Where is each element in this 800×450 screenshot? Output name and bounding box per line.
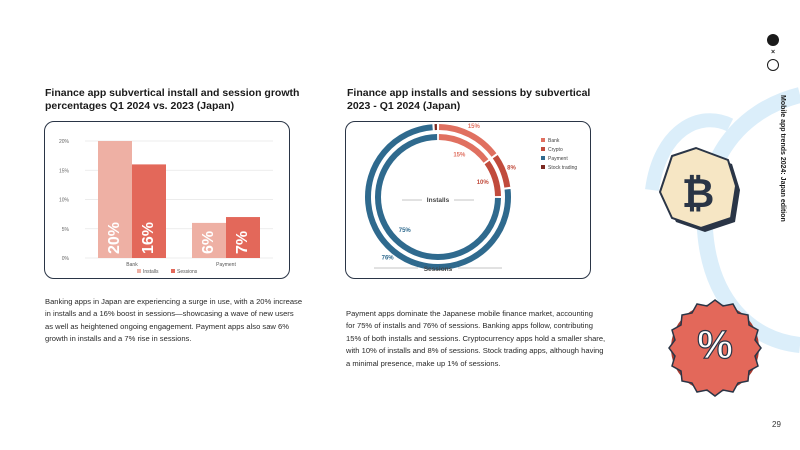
donut-segment-sessions (438, 124, 497, 157)
bar-sessions (226, 217, 260, 258)
donut-chart: 15%10%75%15%8%76%1%InstallsSessionsBankC… (365, 116, 577, 273)
y-tick-label: 15% (59, 168, 70, 174)
light-blue-arc (645, 113, 734, 192)
donut-segment-installs (375, 134, 501, 260)
donut-data-label: 8% (507, 165, 516, 171)
donut-segment-sessions (365, 124, 511, 270)
right-description-line: 15% of both installs and sessions. Crypt… (346, 333, 606, 343)
bar-data-label: 7% (234, 231, 251, 254)
y-tick-label: 10% (59, 198, 70, 204)
right-title-line: 2023 - Q1 2024 (Japan) (347, 100, 461, 112)
y-tick-label: 5% (62, 227, 70, 233)
bar-installs (192, 222, 226, 258)
crypto-coin-icon: ₿ (658, 146, 740, 232)
left-description-line: growth in installs and a 7% rise in sess… (45, 334, 192, 344)
left-description-line: Banking apps in Japan are experiencing a… (45, 297, 303, 306)
page-number: 29 (772, 420, 781, 429)
donut-segment-installs (484, 160, 501, 197)
legend-label: Bank (548, 138, 560, 144)
bar-data-label: 16% (140, 222, 157, 254)
bar-data-label: 6% (200, 231, 217, 254)
left-chart-title: Finance app subvertical install and sess… (45, 87, 299, 113)
donut-segment-installs (438, 134, 489, 163)
side-report-label: Mobile app trends 2024: Japan edition (779, 95, 786, 222)
left-description-line: as well as heightened ongoing engagement… (45, 321, 290, 331)
bar-sessions (132, 164, 166, 258)
right-chart-title: Finance app installs and sessions by sub… (347, 87, 590, 113)
bar-installs (98, 141, 132, 258)
donut-data-label: 10% (477, 180, 490, 186)
y-tick-label: 20% (59, 139, 70, 145)
left-title-line: percentages Q1 2024 vs. 2023 (Japan) (45, 100, 235, 112)
ring-name-label: Installs (427, 197, 450, 204)
left-description-line: in installs and a 16% boost in sessions—… (45, 309, 294, 319)
bar-chart: 0% 5% 10% 15% 20% 20% 16% Bank 6% 7% Payment Instal… (59, 139, 273, 275)
left-description: Banking apps in Japan are experiencing a… (45, 296, 302, 346)
x-tick-label: Bank (126, 262, 138, 268)
right-description-line: Payment apps dominate the Japanese mobil… (346, 309, 593, 318)
donut-data-label: 75% (399, 228, 412, 234)
donut-data-label: 15% (453, 153, 466, 159)
legend-label: Stock trading (548, 165, 577, 171)
x-tick-label: Payment (216, 262, 236, 268)
legend-label: Payment (548, 156, 568, 162)
right-description: Payment apps dominate the Japanese mobil… (346, 308, 605, 370)
right-title-line: Finance app installs and sessions by sub… (347, 87, 591, 99)
partner-logo-icon (767, 59, 779, 71)
legend-swatch (171, 269, 175, 273)
legend-swatch (541, 147, 545, 151)
svg-text:%: % (697, 323, 733, 367)
bar-chart-card: 0% 5% 10% 15% 20% 20% 16% Bank 6% 7% Payment Instal… (44, 121, 290, 279)
legend-swatch (137, 269, 141, 273)
svg-text:₿: ₿ (682, 172, 715, 216)
donut-segment-sessions (492, 154, 511, 188)
legend-label: Crypto (548, 147, 563, 153)
legend-swatch (541, 165, 545, 169)
ring-name-label: Sessions (424, 266, 453, 273)
left-title-line: Finance app subvertical install and sess… (45, 87, 300, 99)
donut-chart-card: 15%10%75%15%8%76%1%InstallsSessionsBankC… (345, 116, 591, 279)
brand-separator: × (770, 49, 776, 56)
right-description-line: for 75% of installs and 76% of sessions.… (346, 321, 593, 331)
legend-swatch (541, 138, 545, 142)
percent-badge-icon: % (668, 299, 762, 397)
adjust-logo-icon (767, 34, 779, 46)
legend-label: Sessions (177, 269, 198, 275)
bar-data-label: 20% (106, 222, 123, 254)
legend-swatch (541, 156, 545, 160)
donut-data-label: 76% (382, 255, 395, 261)
right-description-line: a minimal presence, make up 1% of sessio… (346, 358, 501, 368)
y-tick-label: 0% (62, 256, 70, 262)
right-description-line: with 10% of installs and 8% of sessions.… (346, 346, 604, 356)
legend-label: Installs (143, 269, 159, 275)
donut-data-label: 15% (468, 124, 481, 130)
